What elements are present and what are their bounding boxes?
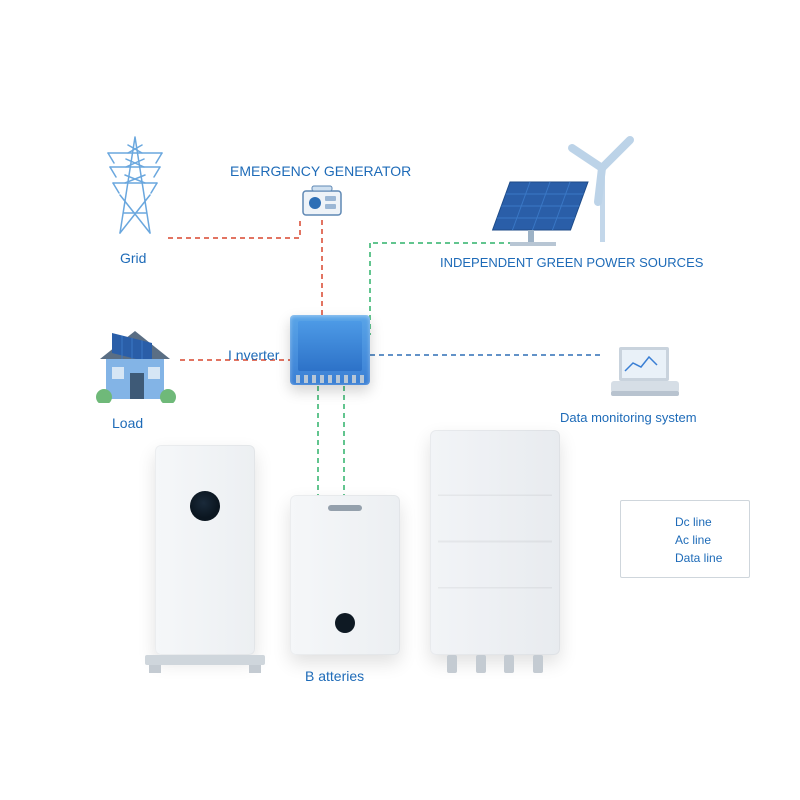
grid-label: Grid [120, 250, 146, 266]
diagram-canvas: Grid EMERGENCY GENERATOR [0, 0, 800, 800]
generator-label: EMERGENCY GENERATOR [230, 163, 411, 179]
laptop-icon [605, 345, 685, 400]
house-icon [90, 325, 180, 400]
edge-grid-generator [168, 220, 300, 238]
grid-tower-icon [100, 135, 170, 235]
legend-item-dc: Dc line [631, 515, 739, 529]
inverter-label: I nverter [228, 347, 279, 363]
load-label: Load [112, 415, 143, 431]
legend-label-data: Data line [675, 551, 722, 565]
battery-1-icon [155, 445, 255, 655]
legend-box: Dc line Ac line Data line [620, 500, 750, 578]
battery-3-icon [430, 430, 560, 655]
green-sources-label: INDEPENDENT GREEN POWER SOURCES [440, 255, 703, 270]
legend-label-dc: Dc line [675, 515, 712, 529]
batteries-label: B atteries [305, 668, 364, 684]
green-sources-icon [480, 130, 660, 250]
battery-2-icon [290, 495, 400, 655]
legend-item-ac: Ac line [631, 533, 739, 547]
inverter-icon [290, 315, 370, 385]
generator-icon [300, 185, 344, 219]
data-monitor-label: Data monitoring system [560, 410, 697, 425]
legend-label-ac: Ac line [675, 533, 711, 547]
legend-item-data: Data line [631, 551, 739, 565]
